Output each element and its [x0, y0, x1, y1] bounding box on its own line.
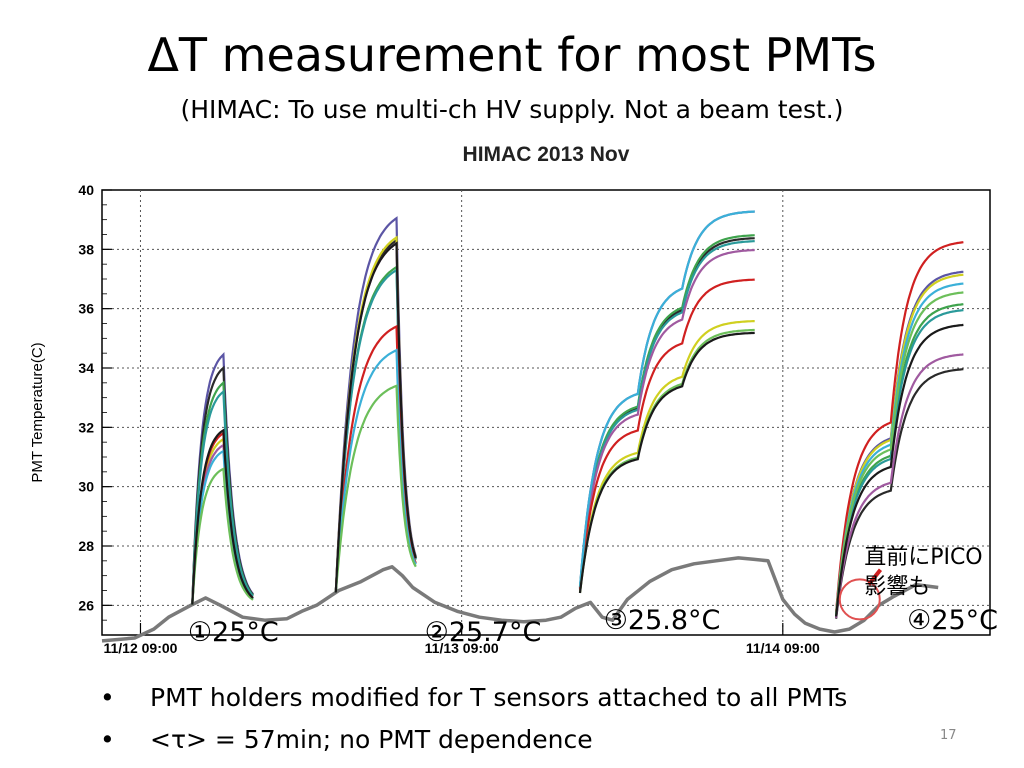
- bullet-item: • PMT holders modified for T sensors att…: [100, 680, 847, 722]
- y-tick-label: 34: [78, 360, 94, 376]
- y-axis-label: PMT Temperature(C): [29, 342, 46, 482]
- chart-annotation: ④25°C: [907, 605, 998, 636]
- pmt-series-line: [835, 309, 964, 616]
- pmt-series-line: [191, 389, 254, 605]
- pmt-series-line: [835, 368, 964, 619]
- x-tick-label: 11/12 09:00: [103, 640, 177, 656]
- bullet-item: • <τ> = 57min; no PMT dependence: [100, 722, 847, 764]
- bullet-text: PMT holders modified for T sensors attac…: [150, 683, 848, 712]
- slide-subtitle: (HIMAC: To use multi-ch HV supply. Not a…: [180, 95, 844, 124]
- bullet-dot-icon: •: [100, 683, 115, 712]
- chart-title: HIMAC 2013 Nov: [463, 143, 630, 166]
- temperature-chart: HIMAC 2013 Nov 26 28 30 32 34 36 38 40 11/12 09:0…: [29, 143, 998, 656]
- pmt-series-line: [191, 428, 254, 605]
- bullet-dot-icon: •: [100, 725, 115, 754]
- ambient-temperature-line: [101, 556, 939, 643]
- highlight-circle: [838, 578, 881, 621]
- pmt-series-line: [578, 320, 755, 593]
- pmt-series-line: [835, 291, 964, 616]
- pmt-series-line: [835, 241, 964, 613]
- pmt-series-line: [578, 278, 755, 591]
- pmt-series-line: [334, 241, 417, 593]
- bullet-text: <τ> = 57min; no PMT dependence: [150, 725, 593, 754]
- x-tick-label: 11/13 09:00: [425, 640, 499, 656]
- pmt-series-line: [578, 331, 755, 594]
- y-tick-label: 36: [78, 301, 94, 317]
- pmt-series-line: [835, 353, 964, 619]
- y-tick-label: 28: [78, 538, 94, 554]
- pmt-series-line: [835, 273, 964, 615]
- pmt-series-line: [578, 240, 755, 589]
- y-tick-label: 40: [78, 182, 94, 198]
- pmt-series-line: [334, 384, 417, 593]
- x-tick-label: 11/14 09:00: [746, 640, 820, 656]
- y-tick-label: 26: [78, 597, 94, 613]
- chart-annotation: ②25.7°C: [425, 617, 542, 648]
- page-number: 17: [940, 728, 957, 743]
- pmt-series-line: [191, 467, 254, 605]
- pmt-series-line: [578, 248, 755, 589]
- bullet-list: • PMT holders modified for T sensors att…: [100, 680, 847, 764]
- chart-annotation: 影響も: [864, 574, 930, 599]
- chart-annotation: ③25.8°C: [604, 605, 721, 636]
- pmt-series-line: [835, 323, 964, 617]
- y-tick-label: 32: [78, 419, 94, 435]
- slide-title: ΔT measurement for most PMTs: [147, 28, 877, 82]
- annotation-arrow: [867, 568, 883, 586]
- chart-annotation: ①25°C: [188, 617, 279, 648]
- pmt-series-line: [578, 210, 755, 587]
- y-tick-label: 30: [78, 479, 94, 495]
- pmt-series-line: [578, 234, 755, 589]
- chart-annotation: 直前にPICO: [864, 545, 982, 570]
- pmt-series-line: [835, 282, 964, 615]
- y-tick-label: 38: [78, 241, 94, 257]
